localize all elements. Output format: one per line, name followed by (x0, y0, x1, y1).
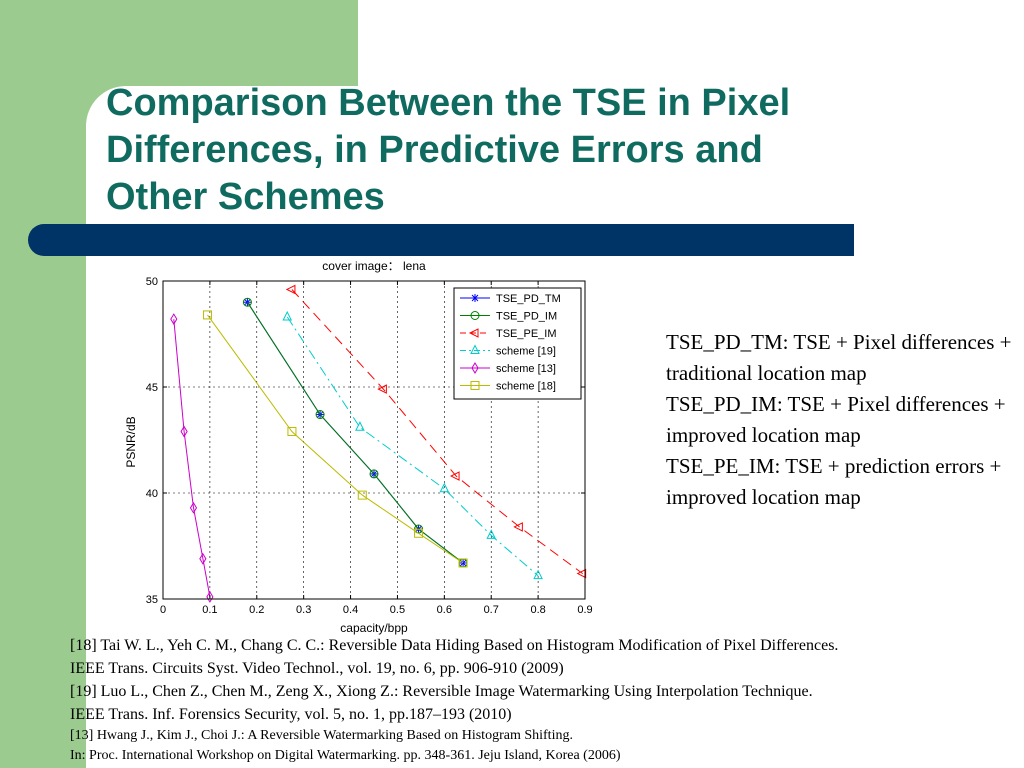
data-point (357, 490, 367, 500)
legend-entry: scheme [18] (460, 381, 556, 393)
reference-line: IEEE Trans. Circuits Syst. Video Technol… (70, 660, 564, 677)
series-line (173, 319, 211, 597)
y-tick-label: 35 (146, 594, 158, 606)
series-scheme-13 (170, 313, 214, 603)
slide-title: Comparison Between the TSE in Pixel Diff… (106, 80, 986, 221)
legend-entry: TSE_PD_TM (460, 293, 561, 305)
legend-entry: scheme [13] (460, 362, 556, 375)
reference-line: [19] Luo L., Chen Z., Chen M., Zeng X., … (70, 683, 813, 700)
title-rule-bar (28, 224, 854, 256)
data-point (189, 501, 198, 514)
data-point (414, 528, 424, 538)
note-tse-pd-tm: TSE_PD_TM: TSE + Pixel differences + tra… (666, 330, 1012, 385)
x-tick-label: 0.6 (437, 604, 452, 616)
x-tick-label: 0.4 (343, 604, 358, 616)
tick-layer: 0 0.1 0.2 0.3 0.4 0.5 0.6 0.7 0.8 0.9 35 40 45 50 (146, 276, 593, 616)
data-point (243, 298, 252, 307)
reference-line: In: Proc. International Workshop on Digi… (70, 748, 621, 763)
data-point (206, 590, 214, 603)
title-line: Differences, in Predictive Errors and (106, 129, 763, 171)
references: [18] Tai W. L., Yeh C. M., Chang C. C.: … (70, 634, 1020, 766)
note-tse-pe-im: TSE_PE_IM: TSE + prediction errors + imp… (666, 454, 1002, 509)
series-scheme-18 (203, 310, 468, 568)
data-point (285, 284, 296, 295)
data-point (315, 410, 325, 420)
legend-entry: TSE_PE_IM (460, 328, 557, 340)
legend-marker (471, 362, 479, 374)
data-point (458, 558, 468, 568)
x-tick-label: 0.5 (390, 604, 405, 616)
series-line (207, 314, 464, 564)
chart-title: cover image： lena (322, 259, 426, 273)
data-point (180, 425, 188, 438)
legend-label: scheme [13] (496, 363, 556, 375)
data-point (439, 482, 450, 493)
series-tse-pd-tm (243, 298, 468, 567)
title-line: Comparison Between the TSE in Pixel (106, 82, 791, 124)
series-line (246, 301, 464, 564)
legend-label: scheme [19] (496, 346, 556, 358)
series-tse-pe-im (285, 284, 587, 579)
plot-frame (162, 280, 586, 600)
note-tse-pd-im: TSE_PD_IM: TSE + Pixel differences + imp… (666, 392, 1006, 447)
legend-marker (470, 344, 480, 354)
legend-marker (471, 294, 479, 302)
data-point (282, 310, 293, 321)
legend-entry: scheme [19] (460, 344, 556, 358)
legend-entry: TSE_PD_IM (460, 311, 557, 323)
data-point (203, 310, 213, 320)
x-tick-label: 0 (160, 604, 166, 616)
y-tick-label: 50 (146, 276, 158, 288)
psnr-capacity-chart: 0 0.1 0.2 0.3 0.4 0.5 0.6 0.7 0.8 0.9 35 40 45 50 TSE… (124, 259, 593, 635)
x-axis-label: capacity/bpp (340, 621, 408, 635)
legend-marker (468, 328, 479, 338)
data-point (513, 522, 523, 532)
marker-stroke (471, 294, 479, 302)
x-tick-label: 0.7 (484, 604, 499, 616)
y-axis-label: PSNR/dB (124, 416, 138, 467)
data-point (242, 297, 252, 307)
data-point (576, 568, 587, 579)
series-layer (170, 284, 587, 603)
legend-label: TSE_PD_TM (496, 293, 561, 305)
chart-panel: 0 0.1 0.2 0.3 0.4 0.5 0.6 0.7 0.8 0.9 35 40 45 50 TSE… (120, 256, 610, 636)
scheme-notes: TSE_PD_TM: TSE + Pixel differences + tra… (666, 327, 1016, 513)
reference-line: [13] Hwang J., Kim J., Choi J.: A Revers… (70, 728, 573, 743)
x-tick-label: 0.1 (202, 604, 217, 616)
x-tick-label: 0.8 (530, 604, 545, 616)
data-point (533, 569, 543, 580)
legend-marker (470, 311, 480, 320)
title-line: Other Schemes (106, 176, 385, 218)
data-point (287, 427, 297, 437)
series-line (286, 316, 539, 577)
legend-marker (470, 381, 480, 390)
series-line (246, 301, 464, 564)
data-point (170, 313, 178, 326)
data-point (449, 471, 460, 481)
legend-label: TSE_PE_IM (496, 328, 557, 340)
y-tick-label: 45 (146, 382, 158, 394)
reference-line: [18] Tai W. L., Yeh C. M., Chang C. C.: … (70, 637, 839, 654)
x-tick-label: 0.3 (296, 604, 311, 616)
data-point (486, 529, 497, 539)
marker-stroke (244, 298, 251, 306)
legend-box (453, 287, 582, 400)
data-point (369, 469, 379, 479)
data-point (377, 384, 387, 394)
y-tick-label: 40 (146, 488, 158, 500)
data-point (199, 552, 207, 565)
data-point (355, 421, 365, 431)
series-tse-pd-im (242, 297, 468, 568)
legend-label: scheme [18] (496, 381, 556, 393)
x-tick-label: 0.9 (577, 604, 592, 616)
series-line (291, 289, 583, 575)
series-scheme-19 (282, 310, 543, 580)
grid-layer (163, 281, 585, 599)
reference-line: IEEE Trans. Inf. Forensics Security, vol… (70, 706, 512, 723)
x-tick-label: 0.2 (249, 604, 264, 616)
legend-label: TSE_PD_IM (496, 311, 557, 323)
